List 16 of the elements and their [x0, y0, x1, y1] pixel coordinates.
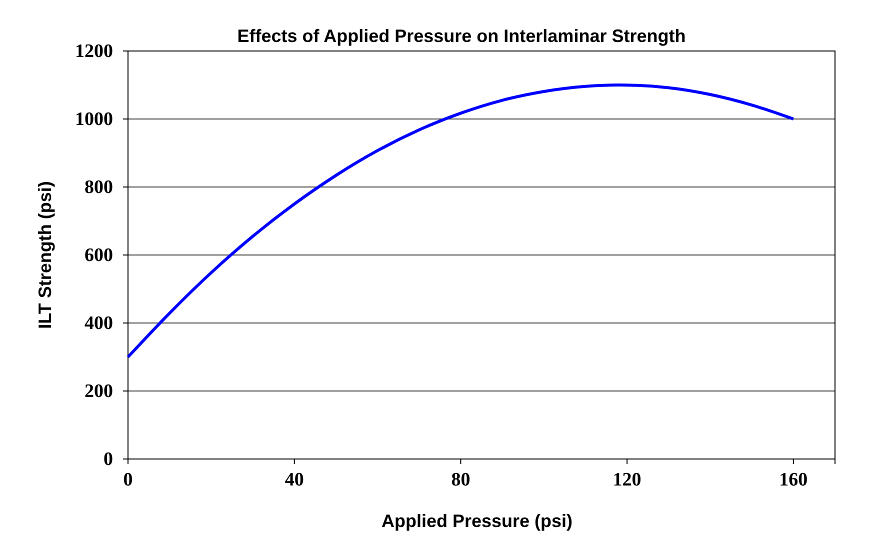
y-tick-label: 200 [84, 381, 113, 402]
x-tick-label: 0 [123, 469, 133, 490]
y-tick-label: 0 [104, 449, 113, 470]
y-tick-label: 1000 [75, 109, 113, 130]
x-tick-label: 120 [612, 469, 642, 490]
chart-title: Effects of Applied Pressure on Interlaminar Strength [237, 26, 686, 46]
y-axis-title: ILT Strength (psi) [35, 181, 55, 329]
x-tick-label: 160 [779, 469, 808, 490]
line-series [126, 84, 795, 358]
x-tick-label: 80 [451, 469, 470, 490]
y-tick-label: 800 [84, 177, 113, 198]
y-tick-label: 400 [84, 313, 113, 334]
x-tick-label: 40 [284, 469, 304, 490]
y-tick-label: 600 [84, 245, 113, 266]
x-axis-title: Applied Pressure (psi) [381, 511, 573, 531]
y-tick-label: 1200 [75, 41, 113, 62]
